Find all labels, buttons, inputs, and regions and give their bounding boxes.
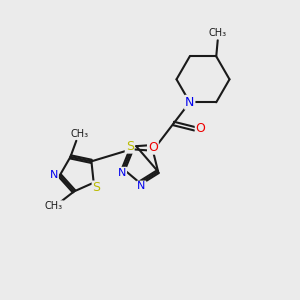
Text: CH₃: CH₃ [70,129,88,139]
Text: N: N [137,182,146,191]
Text: O: O [148,141,158,154]
Text: O: O [196,122,206,135]
Text: CH₃: CH₃ [209,28,227,38]
Text: S: S [93,182,101,194]
Text: N: N [118,168,126,178]
Text: S: S [126,140,134,153]
Text: N: N [50,170,58,181]
Text: N: N [185,96,194,109]
Text: CH₃: CH₃ [45,201,63,211]
